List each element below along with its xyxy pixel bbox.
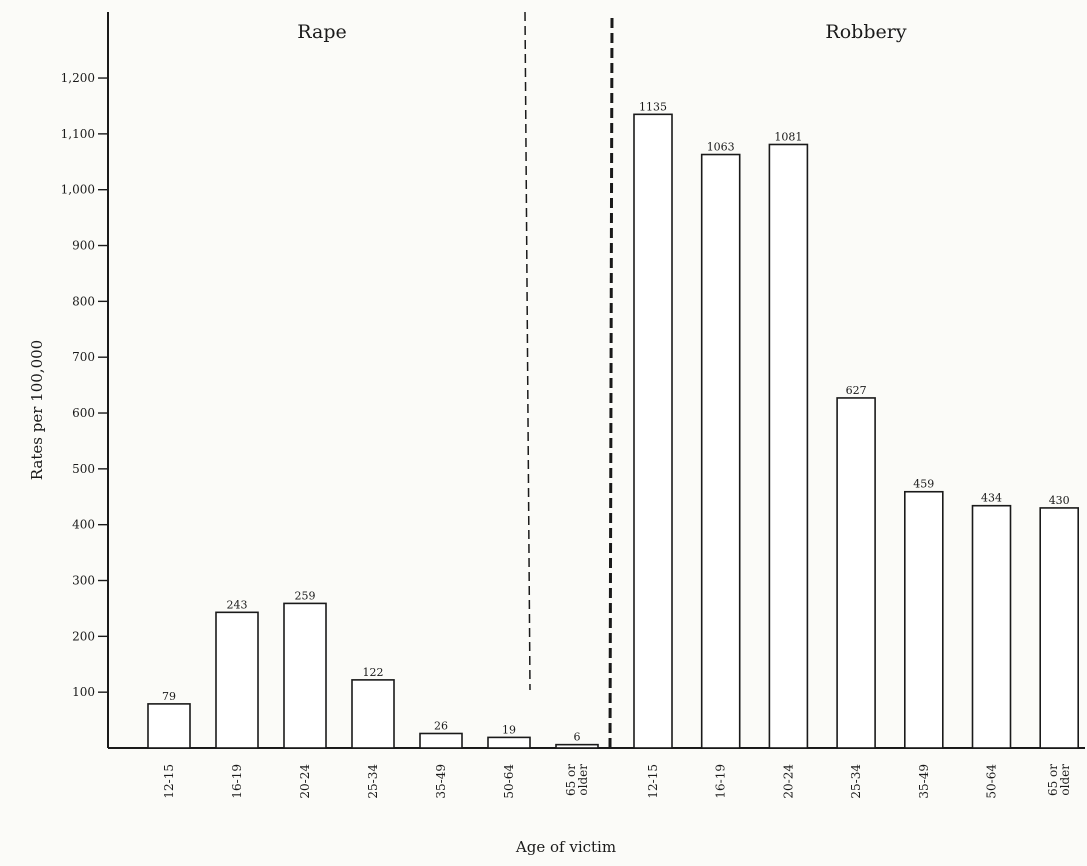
robbery-value-label: 1081 (774, 130, 802, 143)
robbery-value-label: 430 (1049, 494, 1070, 507)
robbery-category-label: 65 orolder (1046, 764, 1072, 796)
robbery-category-label: 20-24 (781, 764, 795, 799)
y-ticks-layer: 100 200 300 400 500 600 700 800 900 1,000 1,100 1,2… (61, 71, 108, 699)
y-tick-label: 1,000 (61, 183, 95, 197)
y-tick-label: 400 (72, 518, 95, 532)
rape-value-label: 26 (434, 719, 448, 732)
y-tick-label: 700 (72, 350, 95, 364)
rape-bar (555, 743, 599, 749)
robbery-category-label: 25-34 (849, 764, 863, 799)
y-tick-label: 1,100 (61, 127, 95, 141)
rape-value-label: 6 (574, 731, 581, 744)
y-tick-label: 900 (72, 239, 95, 253)
x-labels-layer: 12-15 16-19 20-24 25-34 35-49 50-64 65 orolder… (162, 764, 1072, 799)
robbery-panel-title: Robbery (825, 21, 906, 43)
rape-category-label: 16-19 (230, 764, 244, 799)
y-tick-label: 600 (72, 406, 95, 420)
robbery-category-label: 50-64 (985, 764, 999, 799)
category-line: 65 or (1046, 764, 1060, 796)
rape-value-label: 122 (363, 666, 384, 679)
panel-divider (608, 17, 614, 749)
robbery-bar (768, 143, 809, 749)
robbery-bar (700, 153, 741, 749)
y-tick-label: 1,200 (61, 71, 95, 85)
rape-category-label: 25-34 (366, 764, 380, 799)
x-axis-title: Age of victim (515, 838, 616, 856)
rape-bar (283, 602, 327, 749)
rape-category-label: 35-49 (434, 764, 448, 799)
robbery-category-label: 16-19 (714, 764, 728, 799)
rape-panel-title: Rape (297, 21, 346, 43)
rape-category-label: 65 orolder (564, 764, 590, 796)
robbery-value-label: 1063 (707, 141, 735, 154)
category-line: 65 or (564, 764, 578, 796)
robbery-bar (903, 490, 944, 749)
robbery-bar (836, 397, 876, 749)
robbery-category-label: 12-15 (646, 764, 660, 799)
robbery-value-label: 627 (846, 384, 867, 397)
y-tick-label: 200 (72, 629, 95, 643)
rape-bar (419, 732, 463, 749)
rape-internal-divider (524, 11, 531, 691)
y-tick-label: 800 (72, 294, 95, 308)
rape-bar (487, 736, 531, 749)
rape-value-label: 79 (162, 690, 176, 703)
bars-layer: 79 243 259 122 26 19 6 1135 1063 1081 627 459 434 430 (147, 100, 1079, 749)
rape-category-label: 20-24 (298, 764, 312, 799)
robbery-value-label: 459 (913, 478, 934, 491)
category-line: older (1058, 764, 1072, 796)
y-tick-label: 500 (72, 462, 95, 476)
rape-category-label: 12-15 (162, 764, 176, 799)
rape-bar (147, 703, 191, 749)
rape-bar (215, 611, 259, 749)
category-line: older (576, 764, 590, 796)
rape-bar (351, 679, 395, 749)
y-axis-title: Rates per 100,000 (28, 340, 46, 480)
robbery-bar (1039, 507, 1079, 749)
rape-value-label: 259 (295, 589, 316, 602)
robbery-value-label: 434 (981, 492, 1002, 505)
robbery-bar (971, 504, 1012, 749)
y-tick-label: 300 (72, 574, 95, 588)
robbery-value-label: 1135 (639, 100, 667, 113)
rape-value-label: 19 (502, 723, 516, 736)
rape-value-label: 243 (227, 598, 248, 611)
rape-category-label: 50-64 (502, 764, 516, 799)
y-tick-label: 100 (72, 685, 95, 699)
robbery-bar (633, 113, 673, 749)
robbery-category-label: 35-49 (917, 764, 931, 799)
